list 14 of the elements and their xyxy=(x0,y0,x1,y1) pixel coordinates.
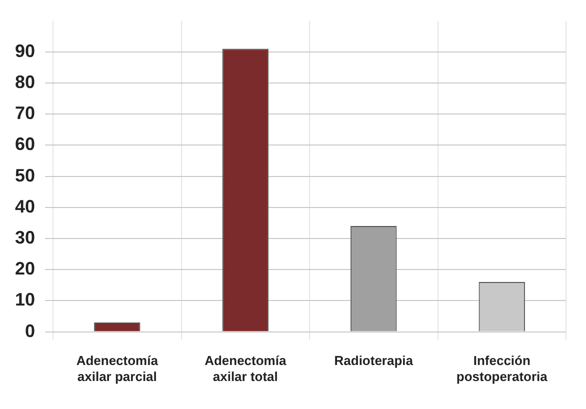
x-tick-label: Infección postoperatoria xyxy=(456,353,548,384)
x-tick-label: Radioterapia xyxy=(334,353,414,368)
y-tick-label: 0 xyxy=(25,320,36,341)
y-tick-label: 70 xyxy=(14,103,36,124)
x-tick-label: Adenectomía axilar parcial xyxy=(76,353,159,384)
y-tick-label: 10 xyxy=(14,290,36,310)
y-tick-label: 50 xyxy=(14,165,36,186)
y-tick-label: 40 xyxy=(14,196,36,216)
y-tick-label: 20 xyxy=(14,258,36,279)
y-tick-label: 30 xyxy=(14,227,36,248)
x-tick-label: Adenectomía axilar total xyxy=(204,353,287,384)
y-tick-label: 90 xyxy=(14,40,36,61)
y-tick-label: 60 xyxy=(14,134,36,154)
y-tick-label: 80 xyxy=(14,72,36,92)
